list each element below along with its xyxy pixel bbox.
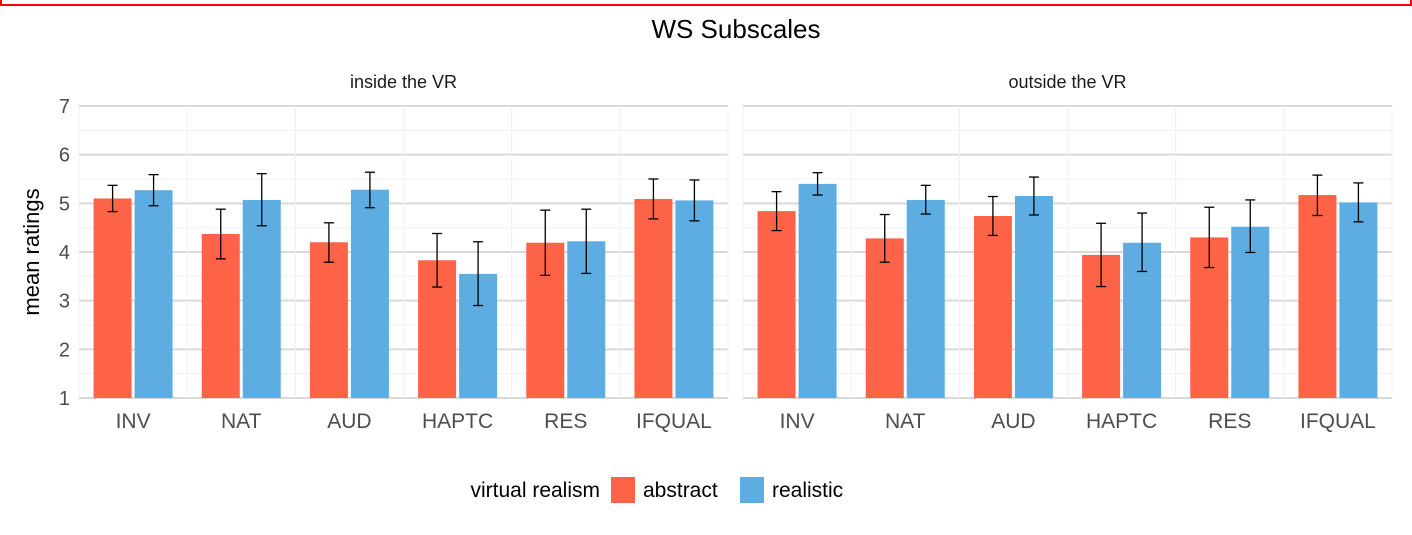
bar-realistic-nat bbox=[242, 199, 281, 398]
facet-strip-label: inside the VR bbox=[350, 72, 457, 92]
bar-abstract-inv bbox=[757, 211, 796, 398]
y-tick-label: 2 bbox=[59, 339, 70, 361]
y-axis-label: mean ratings bbox=[19, 188, 44, 315]
bar-abstract-nat bbox=[865, 238, 904, 398]
bar-abstract-nat bbox=[201, 233, 240, 398]
bar-realistic-aud bbox=[350, 189, 389, 398]
bar-abstract-aud bbox=[973, 215, 1012, 398]
x-tick-label: INV bbox=[780, 410, 815, 433]
y-tick-label: 6 bbox=[59, 145, 70, 167]
bar-abstract-ifqual bbox=[1298, 195, 1337, 398]
x-tick-label: RES bbox=[1208, 410, 1251, 433]
facet-panel: inside the VR 1 2 3 4 5 6 7 INV NAT AUD HAPTC RES IFQ… bbox=[59, 72, 729, 433]
x-tick-label: RES bbox=[544, 410, 587, 433]
bar-abstract-inv bbox=[93, 198, 132, 398]
x-tick-label: AUD bbox=[991, 410, 1035, 433]
legend-title: virtual realism bbox=[470, 479, 600, 502]
facet-panel: outside the VR INV NAT AUD HAPTC RES IFQUAL bbox=[742, 72, 1393, 433]
x-tick-label: AUD bbox=[327, 410, 371, 433]
bar-realistic-inv bbox=[134, 190, 173, 398]
legend-label-abstract: abstract bbox=[643, 479, 718, 502]
legend-label-realistic: realistic bbox=[772, 479, 843, 502]
bar-abstract-ifqual bbox=[634, 198, 673, 398]
bar-realistic-aud bbox=[1014, 196, 1053, 398]
x-tick-label: HAPTC bbox=[422, 410, 493, 433]
selection-frame bbox=[0, 0, 1412, 6]
y-tick-label: 1 bbox=[59, 388, 70, 410]
x-tick-label: IFQUAL bbox=[1300, 410, 1376, 433]
bar-abstract-aud bbox=[309, 242, 348, 398]
x-tick-label: NAT bbox=[221, 410, 262, 433]
bar-realistic-inv bbox=[798, 183, 837, 398]
bar-realistic-nat bbox=[906, 199, 945, 398]
legend-swatch-realistic bbox=[740, 477, 764, 503]
chart-title: WS Subscales bbox=[651, 14, 820, 44]
y-tick-label: 3 bbox=[59, 291, 70, 313]
legend-swatch-abstract bbox=[611, 477, 635, 503]
facet-strip-label: outside the VR bbox=[1008, 72, 1126, 92]
bar-realistic-res bbox=[1231, 226, 1270, 398]
bar-realistic-ifqual bbox=[1339, 202, 1378, 398]
x-tick-label: IFQUAL bbox=[636, 410, 712, 433]
y-tick-label: 4 bbox=[59, 242, 70, 264]
x-tick-label: INV bbox=[116, 410, 151, 433]
bar-realistic-ifqual bbox=[675, 200, 714, 398]
y-tick-label: 5 bbox=[59, 193, 70, 215]
y-tick-label: 7 bbox=[59, 96, 70, 118]
legend: virtual realism abstract realistic bbox=[470, 477, 843, 503]
x-tick-label: NAT bbox=[885, 410, 926, 433]
x-tick-label: HAPTC bbox=[1086, 410, 1157, 433]
